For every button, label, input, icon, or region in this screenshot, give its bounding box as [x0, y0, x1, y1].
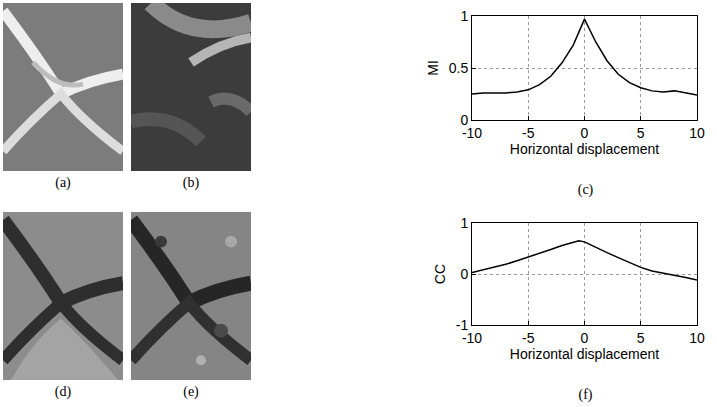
svg-text:-1: -1	[456, 317, 469, 333]
html-text:(f): (f)	[578, 387, 593, 402]
svg-text:Horizontal displacement: Horizontal displacement	[510, 141, 660, 157]
svg-text:5: 5	[637, 125, 645, 141]
html-text:(d): (d)	[54, 384, 72, 399]
svg-text:Horizontal displacement: Horizontal displacement	[510, 346, 660, 362]
svg-text:MI: MI	[425, 60, 441, 76]
html-text:(e): (e)	[183, 384, 199, 399]
html-text:(a): (a)	[55, 175, 71, 190]
html-text:(c): (c)	[577, 182, 594, 197]
svg-text:-10: -10	[462, 330, 482, 346]
svg-text:0: 0	[460, 112, 468, 128]
svg-text:0: 0	[581, 330, 589, 346]
svg-text:10: 10	[689, 125, 705, 141]
svg-text:1: 1	[460, 215, 468, 231]
svg-text:-10: -10	[462, 125, 482, 141]
svg-text:0.5: 0.5	[449, 60, 469, 76]
svg-text:1: 1	[460, 8, 468, 24]
svg-text:0: 0	[581, 125, 589, 141]
svg-text:0: 0	[460, 266, 468, 282]
svg-text:5: 5	[637, 330, 645, 346]
svg-text:10: 10	[689, 330, 705, 346]
svg-text:-5: -5	[522, 125, 535, 141]
html-text:(b): (b)	[182, 175, 200, 190]
svg-text:-5: -5	[522, 330, 535, 346]
svg-text:CC: CC	[432, 264, 448, 284]
